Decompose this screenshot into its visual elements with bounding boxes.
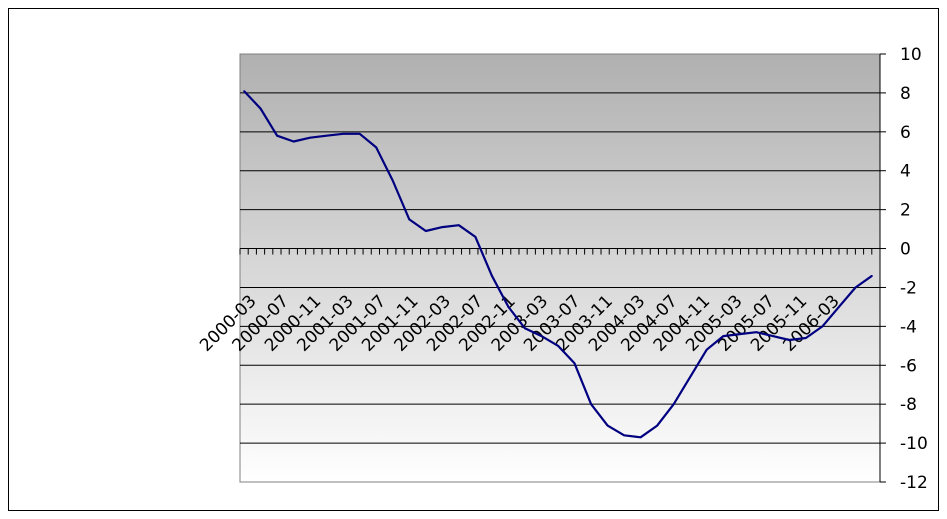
- data-point: [309, 136, 311, 139]
- data-point: [739, 333, 741, 335]
- y-tick-label: -12: [900, 473, 928, 493]
- data-point: [342, 133, 345, 135]
- data-point: [838, 306, 840, 308]
- x-axis-ticks: [239, 248, 881, 255]
- data-point: [441, 226, 444, 228]
- plot-area: [239, 53, 881, 483]
- data-point: [821, 325, 824, 328]
- data-point: [474, 236, 477, 238]
- data-point: [772, 335, 774, 337]
- data-point: [375, 146, 378, 149]
- data-point: [259, 107, 262, 110]
- data-point: [805, 337, 807, 339]
- data-point: [871, 275, 873, 277]
- data-point: [507, 306, 510, 308]
- data-point: [639, 436, 642, 439]
- data-point: [557, 345, 559, 347]
- data-point: [705, 348, 708, 351]
- y-tick-label: -10: [900, 434, 928, 454]
- data-point: [788, 339, 791, 341]
- series-group: [243, 90, 873, 439]
- data-point: [672, 403, 675, 406]
- y-tick-label: -8: [900, 395, 917, 415]
- data-point: [408, 218, 411, 221]
- y-tick-label: 10: [900, 45, 922, 65]
- y-tick-label: 4: [900, 162, 911, 182]
- data-point: [755, 331, 758, 334]
- y-tick-label: 6: [900, 123, 911, 143]
- data-point: [606, 424, 609, 427]
- y-tick-label: -4: [900, 317, 917, 337]
- data-point: [325, 134, 328, 137]
- data-point: [854, 286, 857, 289]
- y-tick-label: 0: [900, 240, 911, 260]
- data-point: [391, 179, 394, 182]
- data-point: [623, 434, 625, 437]
- y-tick-label: 2: [900, 201, 911, 221]
- data-point: [292, 140, 295, 143]
- data-point: [722, 335, 725, 337]
- y-tick-label: 8: [900, 84, 911, 104]
- data-point: [524, 327, 526, 330]
- data-point: [276, 134, 278, 137]
- data-point: [491, 275, 493, 277]
- data-point: [573, 362, 576, 365]
- data-point: [656, 424, 658, 427]
- y-axis: -12 -10 -8 -6 -4 -2 0 2 4 6 8 10: [879, 45, 928, 493]
- data-point: [590, 403, 592, 406]
- data-point: [358, 133, 361, 135]
- data-point: [540, 335, 543, 337]
- data-point: [425, 230, 427, 232]
- data-point: [458, 224, 460, 226]
- data-point: [689, 376, 691, 378]
- y-tick-label: -2: [900, 278, 917, 298]
- y-tick-label: -6: [900, 356, 917, 376]
- data-point: [243, 90, 245, 92]
